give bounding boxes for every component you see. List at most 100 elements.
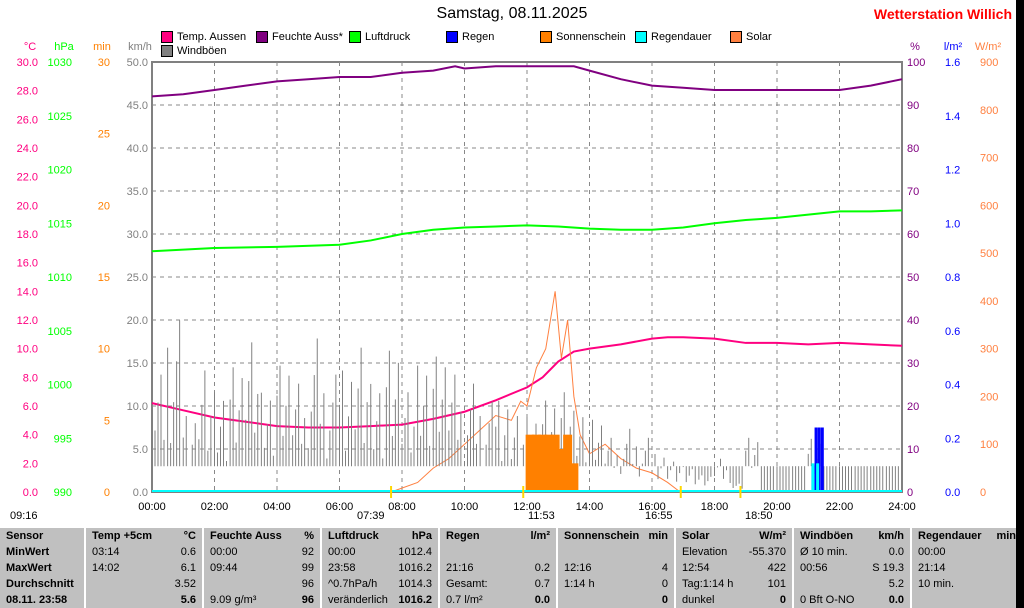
axis-tick-label: 200 bbox=[980, 391, 998, 403]
table-row bbox=[440, 544, 556, 560]
axis-tick-label: 800 bbox=[980, 105, 998, 117]
legend-label: Solar bbox=[746, 31, 772, 43]
table-header: Solar W/m² bbox=[676, 528, 792, 544]
axis-tick-label: 1.2 bbox=[945, 165, 960, 177]
legend-swatch bbox=[161, 31, 173, 43]
table-cell: Regen bbox=[446, 530, 480, 542]
table-row: 21:14 bbox=[912, 560, 1022, 576]
axis-tick-label: 16.0 bbox=[17, 258, 38, 270]
table-cell: 0.0 bbox=[534, 594, 550, 606]
table-cell: Regendauer bbox=[918, 530, 982, 542]
table-cell: Tag:1:14 h bbox=[682, 578, 734, 590]
weather-chart: °C 0.0 2.0 4.0 6.0 8.0 10.0 12.0 14.0 16.0 18.0 20.… bbox=[17, 41, 1002, 513]
table-row: 5.2 bbox=[794, 576, 910, 592]
table-cell: 0.0 bbox=[888, 546, 904, 558]
legend-swatch bbox=[730, 31, 742, 43]
axis-tick-label: 100 bbox=[907, 57, 925, 69]
table-cell: 6.1 bbox=[180, 562, 196, 574]
table-header: Temp +5cm °C bbox=[86, 528, 202, 544]
axis-tick-label: 900 bbox=[980, 57, 998, 69]
table-row: 00:00 1012.4 bbox=[322, 544, 438, 560]
bar-regendauer bbox=[816, 463, 820, 492]
axis-tick-label: 1020 bbox=[48, 165, 72, 177]
axis-tick-label: 20.0 bbox=[17, 200, 38, 212]
table-row: 12:16 4 bbox=[558, 560, 674, 576]
table-row bbox=[912, 592, 1022, 608]
table-cell: 422 bbox=[767, 562, 786, 574]
table-row: 23:58 1016.2 bbox=[322, 560, 438, 576]
axis-tick-label: 15 bbox=[98, 272, 110, 284]
bar-sonnenschein bbox=[531, 434, 541, 492]
table-cell: ^0.7hPa/h bbox=[328, 578, 378, 590]
table-cell: 0 Bft O-NO bbox=[800, 594, 855, 606]
table-cell: 10 min. bbox=[918, 578, 955, 590]
bar-sonnenschein bbox=[544, 434, 554, 492]
axis-tick-label: 1.0 bbox=[945, 218, 960, 230]
axis-tick-label: 300 bbox=[980, 344, 998, 356]
table-row: 09:44 99 bbox=[204, 560, 320, 576]
axis-unit-rain: l/m² bbox=[944, 41, 963, 53]
axis-tick-label: 600 bbox=[980, 200, 998, 212]
table-cell: km/h bbox=[878, 530, 904, 542]
time-marker-label: 11:53 bbox=[528, 510, 555, 522]
x-tick-label: 14:00 bbox=[576, 501, 604, 513]
legend-swatch bbox=[161, 45, 173, 57]
time-marker-label: 09:16 bbox=[10, 510, 38, 522]
axis-tick-label: 1005 bbox=[48, 326, 72, 338]
axis-unit-minutes: min bbox=[93, 41, 111, 53]
legend-item: Feuchte Auss* bbox=[256, 31, 343, 43]
table-row: 03:14 0.6 bbox=[86, 544, 202, 560]
table-cell: W/m² bbox=[759, 530, 786, 542]
table-column: Windböen km/h Ø 10 min. 0.0 00:56 S 19.3 5.2 0 … bbox=[794, 528, 912, 608]
legend-item: Regendauer bbox=[635, 31, 712, 43]
stats-table: Sensor MinWert MaxWert Durchschnitt 08.11. 2… bbox=[0, 528, 1024, 608]
x-tick-label: 08:00 bbox=[388, 501, 416, 513]
legend-swatch bbox=[540, 31, 552, 43]
axis-tick-label: 40.0 bbox=[127, 143, 148, 155]
table-row bbox=[558, 544, 674, 560]
x-tick-label: 06:00 bbox=[326, 501, 354, 513]
legend-label: Luftdruck bbox=[365, 31, 411, 43]
axis-tick-label: 0.0 bbox=[133, 487, 148, 499]
table-row: 12:54 422 bbox=[676, 560, 792, 576]
table-row: Gesamt: 0.7 bbox=[440, 576, 556, 592]
table-row: MinWert bbox=[0, 544, 84, 560]
table-cell: Luftdruck bbox=[328, 530, 379, 542]
axis-tick-label: 25 bbox=[98, 129, 110, 141]
axis-unit-solar: W/m² bbox=[975, 41, 1002, 53]
table-header: Feuchte Auss% bbox=[204, 528, 320, 544]
table-cell: Sonnenschein bbox=[564, 530, 640, 542]
table-cell: 00:00 bbox=[328, 546, 356, 558]
table-row: Elevation -55.370 bbox=[676, 544, 792, 560]
table-row: dunkel 0 bbox=[676, 592, 792, 608]
table-cell: min bbox=[996, 530, 1016, 542]
table-column: Regen l/m² 21:16 0.2 Gesamt: 0.7 0.7 l/m² 0.0 bbox=[440, 528, 558, 608]
axis-tick-label: 28.0 bbox=[17, 86, 38, 98]
axis-tick-label: 8.0 bbox=[23, 372, 38, 384]
axis-tick-label: 990 bbox=[54, 487, 72, 499]
table-cell: 92 bbox=[301, 546, 314, 558]
table-column: Sensor MinWert MaxWert Durchschnitt 08.11. 2… bbox=[0, 528, 86, 608]
table-cell: 21:16 bbox=[446, 562, 474, 574]
table-column: Regendauer min 00:00 21:14 10 min. bbox=[912, 528, 1024, 608]
table-cell: 1014.3 bbox=[398, 578, 432, 590]
series-line-feuchteauss bbox=[151, 65, 903, 98]
table-row: 0 Bft O-NO 0.0 bbox=[794, 592, 910, 608]
table-cell: Temp +5cm bbox=[92, 530, 153, 542]
table-row: 9.09 g/m³ 96 bbox=[204, 592, 320, 608]
axis-tick-label: 70 bbox=[907, 186, 919, 198]
table-cell: 1012.4 bbox=[398, 546, 432, 558]
axis-tick-label: 4.0 bbox=[23, 430, 38, 442]
axis-tick-label: 20 bbox=[98, 200, 110, 212]
legend-swatch bbox=[349, 31, 361, 43]
table-cell: 4 bbox=[661, 562, 668, 574]
table-cell: 00:00 bbox=[210, 546, 238, 558]
bar-regen bbox=[817, 427, 821, 492]
legend-label: Temp. Aussen bbox=[177, 31, 247, 43]
table-column: Sonnenschein min 12:16 4 1:14 h 0 0 bbox=[558, 528, 676, 608]
table-cell: 08.11. 23:58 bbox=[6, 594, 68, 606]
bar-regen bbox=[820, 427, 824, 492]
axis-tick-label: 1015 bbox=[48, 218, 72, 230]
table-row: 96 bbox=[204, 576, 320, 592]
axis-tick-label: 24.0 bbox=[17, 143, 38, 155]
